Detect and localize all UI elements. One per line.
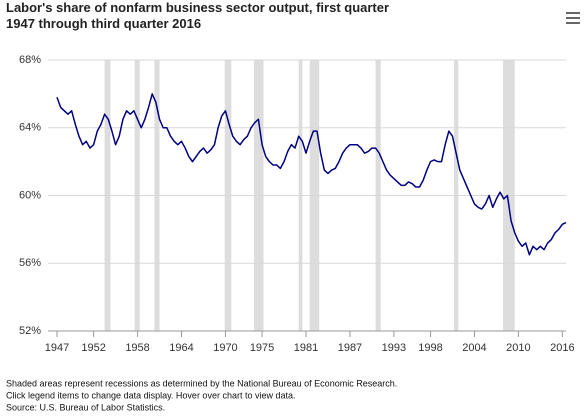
x-tick-label: 1947 <box>45 342 69 354</box>
x-tick-label: 1993 <box>382 342 406 354</box>
y-tick-label: 60% <box>19 189 41 201</box>
x-tick-label: 1952 <box>81 342 105 354</box>
x-tick-label: 1975 <box>250 342 274 354</box>
footnote: Source: U.S. Bureau of Labor Statistics. <box>6 402 165 412</box>
x-tick-label: 1958 <box>125 342 149 354</box>
x-tick-label: 1981 <box>294 342 318 354</box>
footnote: Shaded areas represent recessions as det… <box>6 378 397 388</box>
y-tick-label: 68% <box>19 54 41 66</box>
x-tick-label: 2004 <box>462 342 486 354</box>
x-tick-label: 2016 <box>550 342 574 354</box>
y-tick-label: 64% <box>19 122 41 134</box>
data-line <box>56 93 567 256</box>
footnote: Click legend items to change data displa… <box>6 390 295 400</box>
x-tick-label: 2010 <box>506 342 530 354</box>
y-tick-label: 52% <box>19 325 41 337</box>
x-tick-label: 1998 <box>418 342 442 354</box>
chart-title: Labor's share of nonfarm business sector… <box>6 0 389 31</box>
menu-icon[interactable] <box>566 12 580 24</box>
x-tick-label: 1987 <box>338 342 362 354</box>
x-tick-label: 1964 <box>169 342 193 354</box>
y-tick-label: 56% <box>19 257 41 269</box>
x-tick-label: 1970 <box>213 342 237 354</box>
